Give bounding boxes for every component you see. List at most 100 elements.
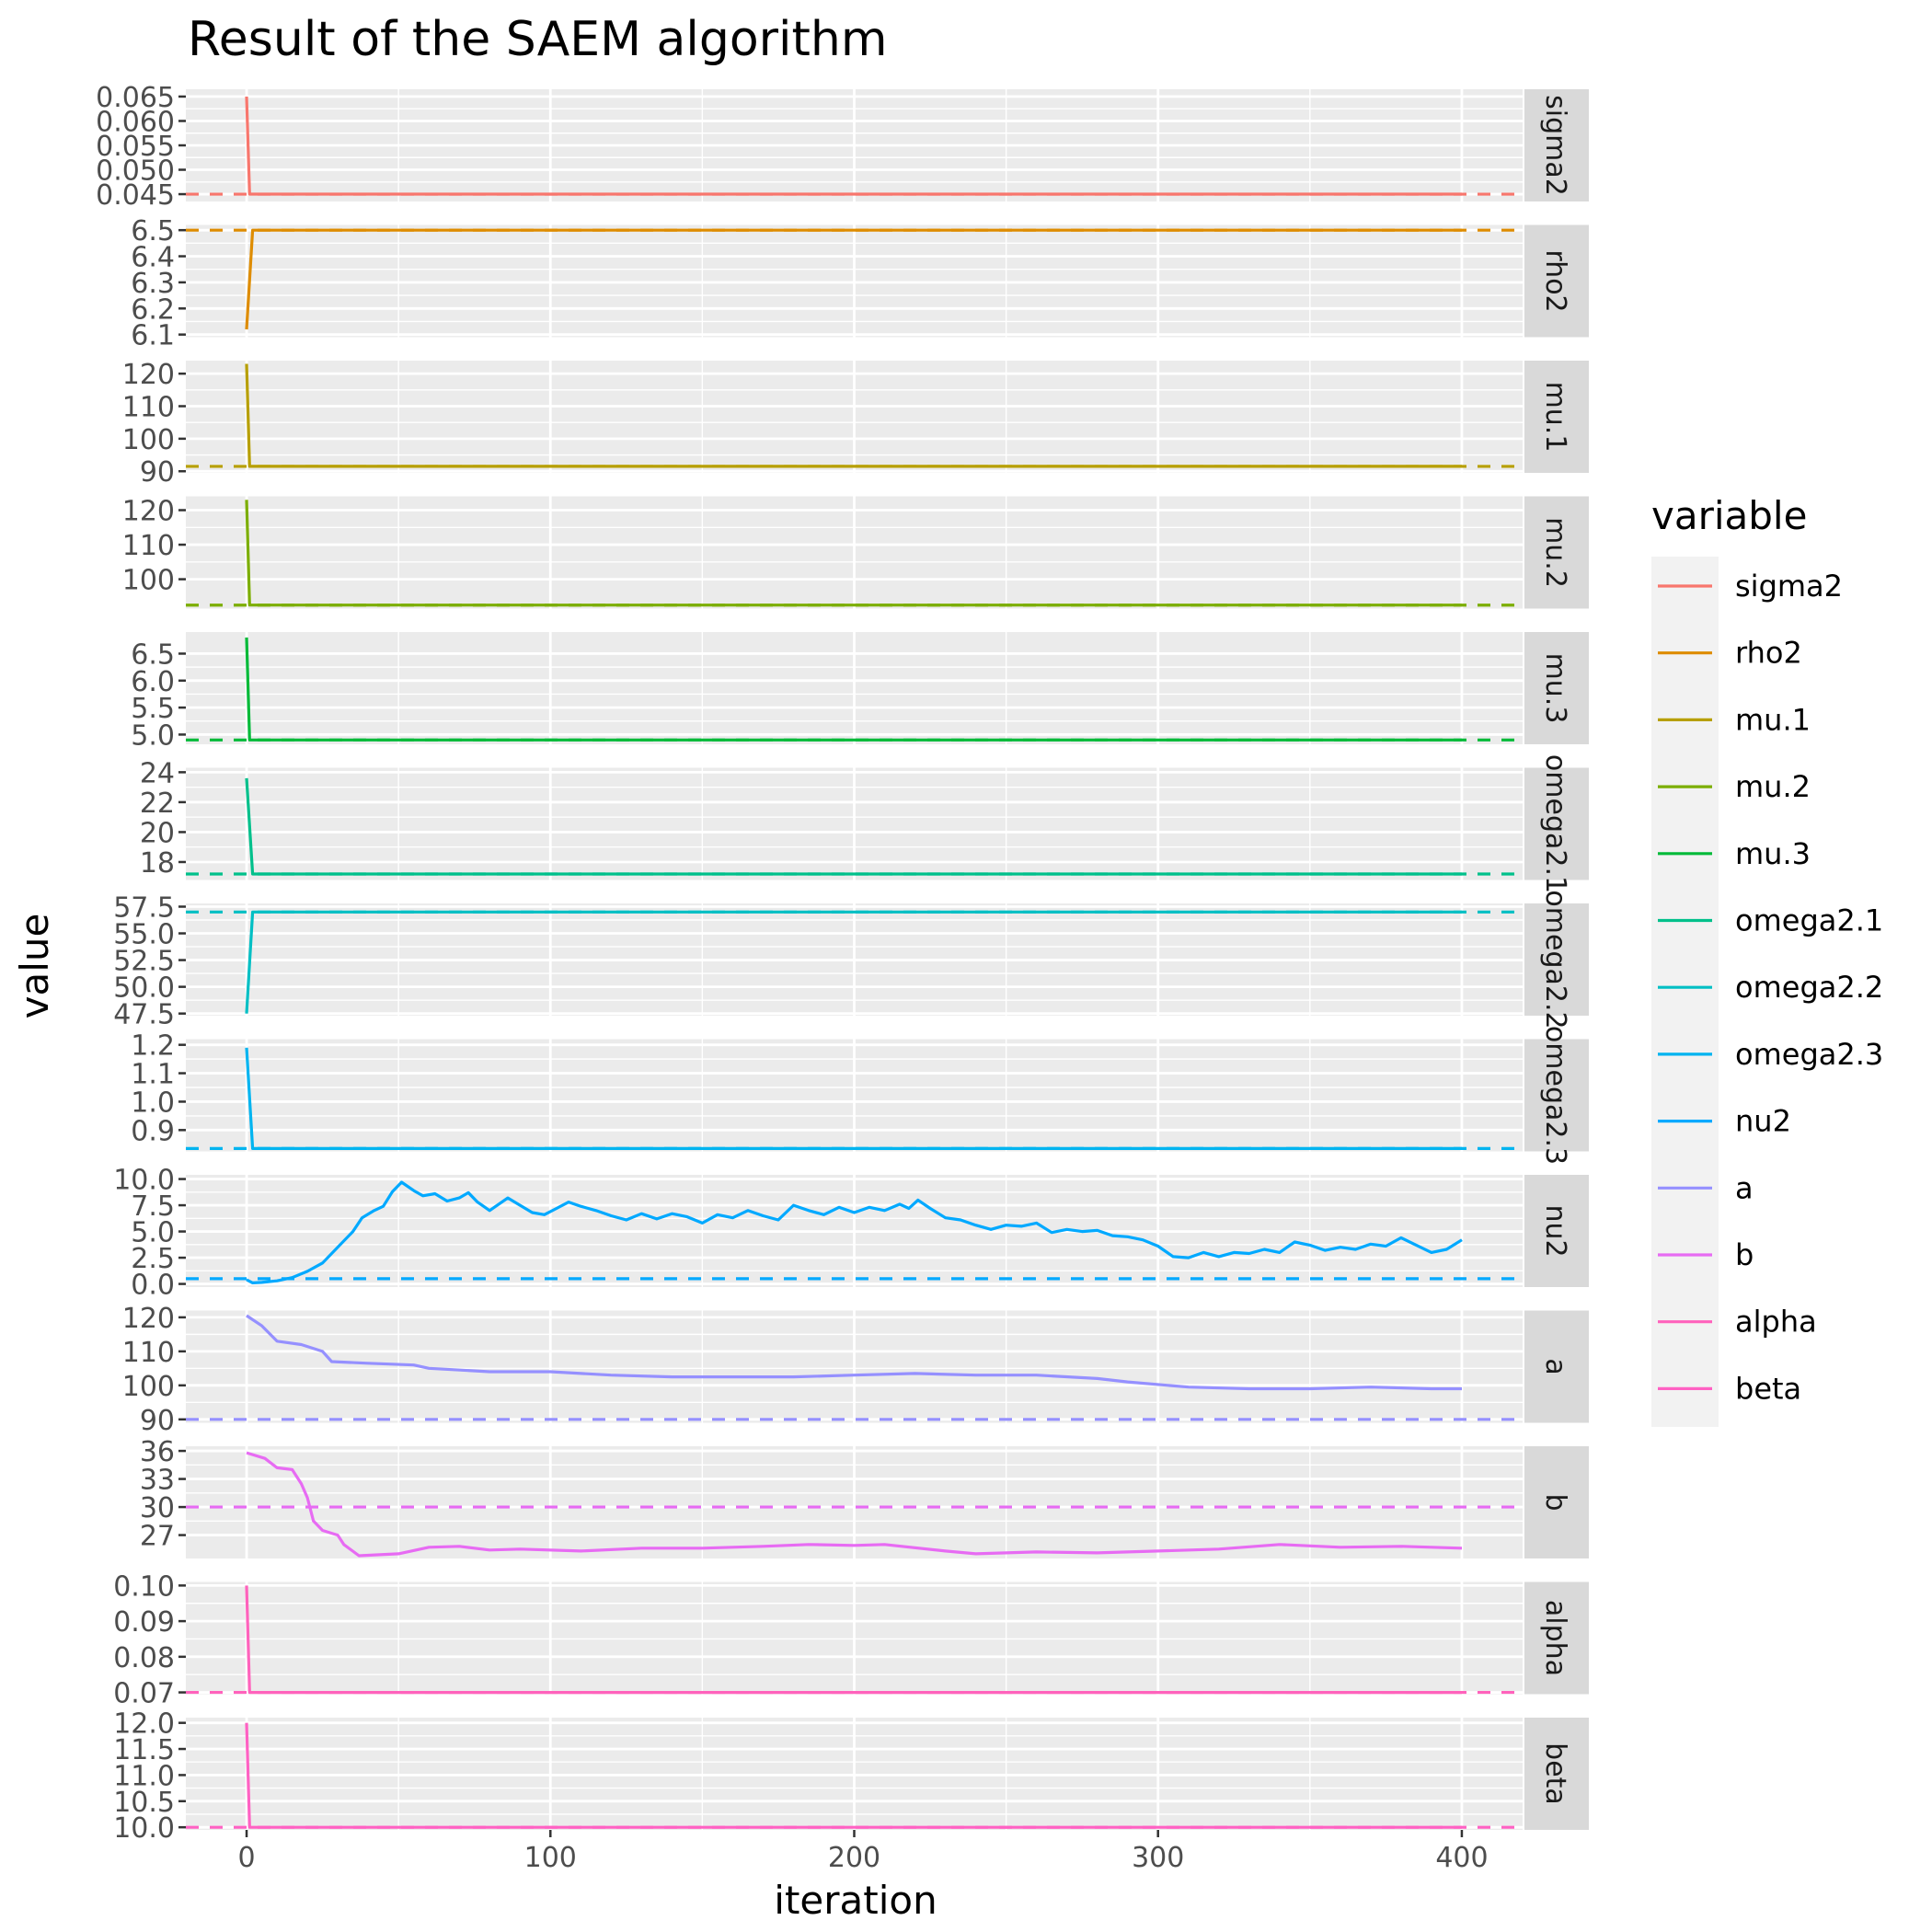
legend-label: omega2.1 (1735, 903, 1883, 938)
legend-item-b: b (1658, 1237, 1754, 1272)
strip-label-a: a (1539, 1358, 1571, 1374)
y-tick-label: 0.09 (113, 1606, 175, 1639)
y-tick-label: 30 (140, 1492, 175, 1524)
y-tick-label: 22 (140, 788, 175, 820)
series-line-nu2 (246, 1180, 1463, 1284)
legend-item-omega2.3: omega2.3 (1658, 1037, 1883, 1072)
x-tick-label: 200 (828, 1842, 880, 1874)
legend-label: b (1735, 1237, 1754, 1272)
y-tick-label: 5.0 (131, 719, 175, 752)
legend-item-mu.3: mu.3 (1658, 836, 1811, 871)
legend-item-rho2: rho2 (1658, 636, 1802, 671)
panel-nu2: 0.02.55.07.510.0 nu2 (113, 1165, 1589, 1302)
legend-label: omega2.2 (1735, 970, 1883, 1005)
y-tick-label: 6.5 (131, 638, 175, 671)
legend-label: mu.1 (1735, 702, 1811, 737)
series-line-a (246, 1314, 1462, 1391)
x-tick-label: 400 (1435, 1842, 1488, 1874)
y-tick-label: 12.0 (113, 1708, 175, 1741)
legend-item-mu.2: mu.2 (1658, 769, 1811, 804)
x-axis: 0 100 200 300 400 (237, 1830, 1489, 1874)
series-line-b (246, 1451, 1463, 1558)
y-tick-label: 10.0 (113, 1812, 175, 1845)
strip-label-alpha: alpha (1539, 1600, 1571, 1676)
y-tick-label: 0.9 (131, 1115, 175, 1147)
y-tick-label: 1.0 (131, 1087, 175, 1119)
y-tick-label: 18 (140, 847, 175, 880)
strip-background (1524, 361, 1589, 473)
x-tick-label: 300 (1132, 1842, 1184, 1874)
y-tick-label: 47.5 (113, 999, 175, 1031)
panel-omega2.3: 0.91.01.11.2 omega2.3 (131, 1026, 1589, 1165)
strip-background (1524, 903, 1589, 1016)
strip-label-rho2: rho2 (1539, 249, 1571, 312)
y-tick-label: 10.5 (113, 1787, 175, 1819)
series-line-omega2.2 (245, 910, 1462, 1014)
series-line-mu.2 (245, 500, 1462, 607)
strip-label-beta: beta (1539, 1742, 1571, 1805)
strip-background (1524, 1446, 1589, 1558)
strip-background (1524, 224, 1589, 338)
strip-background (1524, 1718, 1589, 1830)
series-line-rho2 (245, 228, 1462, 330)
strip-label-nu2: nu2 (1539, 1204, 1571, 1257)
y-tick-label: 0.065 (96, 82, 175, 114)
strip-background (1524, 496, 1589, 609)
legend-label: a (1735, 1170, 1754, 1205)
strip-label-mu.3: mu.3 (1539, 653, 1571, 724)
series-line-sigma2 (245, 96, 1462, 196)
y-tick-label: 110 (122, 530, 175, 562)
y-tick-label: 11.5 (113, 1734, 175, 1766)
y-tick-label: 57.5 (113, 891, 175, 924)
series-line-mu.3 (245, 637, 1462, 742)
y-tick-label: 120 (122, 496, 175, 528)
x-axis-title: iteration (774, 1878, 937, 1923)
legend-title: variable (1651, 493, 1807, 538)
y-tick-label: 2.5 (131, 1243, 175, 1275)
y-tick-label: 52.5 (113, 946, 175, 978)
y-tick-label: 0.08 (113, 1642, 175, 1674)
legend-item-omega2.1: omega2.1 (1658, 903, 1883, 938)
strip-label-omega2.1: omega2.1 (1539, 754, 1571, 893)
y-tick-label: 0.045 (96, 179, 175, 212)
y-tick-label: 27 (140, 1521, 175, 1553)
y-tick-label: 6.5 (131, 215, 175, 247)
panel-rho2: 6.16.26.36.46.5 rho2 (131, 215, 1589, 352)
series-line-omega2.1 (245, 777, 1462, 876)
legend-label: alpha (1735, 1305, 1817, 1340)
x-tick-label: 0 (237, 1842, 255, 1874)
y-tick-label: 0.050 (96, 155, 175, 188)
y-tick-label: 20 (140, 817, 175, 849)
y-tick-label: 7.5 (131, 1190, 175, 1223)
legend-label: nu2 (1735, 1104, 1791, 1139)
y-tick-label: 1.2 (131, 1030, 175, 1063)
legend-item-beta: beta (1658, 1371, 1801, 1406)
legend: variable sigma2 rho2 mu.1 mu.2 mu.3 omega2.1 o… (1651, 493, 1883, 1427)
y-tick-label: 33 (140, 1465, 175, 1497)
legend-item-sigma2: sigma2 (1658, 569, 1843, 604)
y-tick-label: 100 (122, 424, 175, 456)
y-tick-label: 6.0 (131, 666, 175, 698)
strip-label-omega2.2: omega2.2 (1539, 890, 1571, 1029)
y-tick-label: 90 (140, 456, 175, 489)
strip-background (1524, 767, 1589, 880)
y-tick-label: 50.0 (113, 972, 175, 1005)
series-line-alpha (245, 1585, 1462, 1695)
legend-item-a: a (1658, 1170, 1754, 1205)
strip-background (1524, 632, 1589, 744)
y-tick-label: 11.0 (113, 1760, 175, 1792)
y-tick-label: 6.3 (131, 268, 175, 300)
legend-label: rho2 (1735, 636, 1802, 671)
y-tick-label: 5.5 (131, 693, 175, 725)
series-line-mu.1 (245, 363, 1462, 468)
legend-item-nu2: nu2 (1658, 1104, 1791, 1139)
strip-background (1524, 1039, 1589, 1152)
series-line-beta (245, 1722, 1462, 1829)
